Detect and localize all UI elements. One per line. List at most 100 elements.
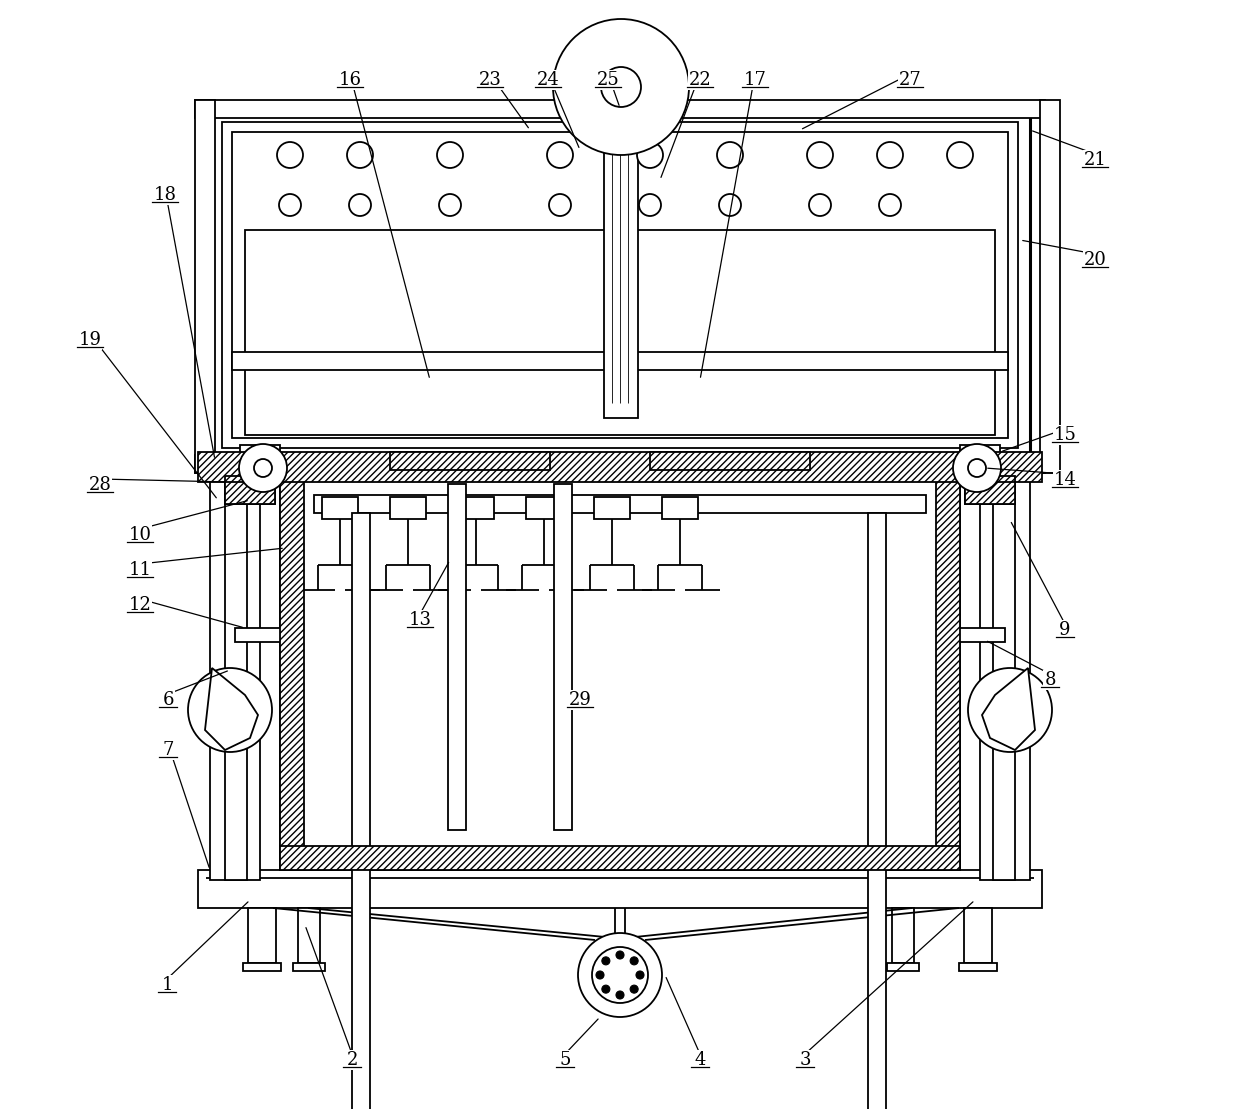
Circle shape: [601, 957, 610, 965]
Bar: [965, 482, 1016, 503]
Circle shape: [639, 194, 661, 216]
Circle shape: [719, 194, 742, 216]
Circle shape: [578, 933, 662, 1017]
Bar: [314, 495, 926, 513]
Bar: [662, 497, 698, 519]
Bar: [298, 908, 320, 963]
Bar: [224, 456, 247, 881]
Text: 1: 1: [161, 976, 172, 994]
Bar: [195, 100, 215, 474]
Polygon shape: [982, 668, 1035, 750]
Circle shape: [630, 985, 639, 994]
Circle shape: [436, 142, 463, 167]
Circle shape: [954, 444, 1001, 492]
Bar: [650, 452, 810, 470]
Circle shape: [439, 194, 461, 216]
Bar: [458, 497, 494, 519]
Bar: [980, 460, 1030, 881]
Circle shape: [601, 985, 610, 994]
Bar: [198, 452, 1042, 482]
Text: 27: 27: [899, 71, 921, 89]
Bar: [224, 476, 275, 503]
Text: 23: 23: [479, 71, 501, 89]
Text: 11: 11: [129, 561, 151, 579]
Circle shape: [636, 971, 644, 979]
Bar: [241, 445, 280, 457]
Bar: [391, 497, 427, 519]
Text: 13: 13: [408, 611, 432, 629]
Text: 20: 20: [1084, 251, 1106, 269]
Circle shape: [808, 194, 831, 216]
Text: 3: 3: [800, 1051, 811, 1069]
Bar: [243, 963, 281, 971]
Bar: [352, 513, 370, 1109]
Text: 5: 5: [559, 1051, 570, 1069]
Bar: [210, 110, 1030, 460]
Circle shape: [996, 696, 1024, 724]
Text: 6: 6: [162, 691, 174, 709]
Circle shape: [968, 459, 986, 477]
Circle shape: [216, 696, 244, 724]
Bar: [195, 455, 1045, 474]
Text: 21: 21: [1084, 151, 1106, 169]
Polygon shape: [205, 668, 258, 750]
Bar: [448, 484, 466, 830]
Bar: [892, 908, 914, 963]
Text: 29: 29: [569, 691, 591, 709]
Bar: [868, 513, 887, 1109]
Bar: [280, 846, 960, 869]
Bar: [960, 445, 999, 457]
Bar: [198, 869, 1042, 908]
Bar: [604, 108, 639, 418]
Circle shape: [348, 194, 371, 216]
Bar: [210, 460, 260, 881]
Bar: [965, 476, 1016, 503]
Circle shape: [877, 142, 903, 167]
Circle shape: [879, 194, 901, 216]
Circle shape: [254, 459, 272, 477]
Text: 22: 22: [688, 71, 712, 89]
Circle shape: [188, 668, 272, 752]
Circle shape: [591, 947, 649, 1003]
Bar: [554, 484, 572, 830]
Text: 2: 2: [346, 1051, 357, 1069]
Text: 14: 14: [1054, 471, 1076, 489]
Bar: [391, 452, 551, 470]
Circle shape: [547, 142, 573, 167]
Text: 19: 19: [78, 330, 102, 349]
Bar: [963, 908, 992, 963]
Circle shape: [347, 142, 373, 167]
Circle shape: [807, 142, 833, 167]
Bar: [322, 497, 358, 519]
Text: 7: 7: [162, 741, 174, 759]
Circle shape: [549, 194, 570, 216]
Circle shape: [616, 991, 624, 999]
Bar: [236, 628, 286, 642]
Circle shape: [553, 19, 689, 155]
Text: 15: 15: [1054, 426, 1076, 444]
Bar: [887, 963, 919, 971]
Bar: [222, 122, 1018, 448]
Circle shape: [947, 142, 973, 167]
Bar: [293, 963, 325, 971]
Bar: [232, 352, 1008, 370]
Text: 28: 28: [88, 476, 112, 494]
Bar: [280, 460, 304, 869]
Text: 17: 17: [744, 71, 766, 89]
Bar: [954, 628, 1004, 642]
Text: 8: 8: [1044, 671, 1055, 689]
Circle shape: [596, 971, 604, 979]
Bar: [1040, 100, 1060, 474]
Text: 24: 24: [537, 71, 559, 89]
Bar: [232, 132, 1008, 438]
Bar: [280, 460, 960, 869]
Bar: [959, 963, 997, 971]
Bar: [248, 908, 277, 963]
Bar: [936, 460, 960, 869]
Text: 16: 16: [339, 71, 362, 89]
Bar: [246, 230, 994, 435]
Bar: [526, 497, 562, 519]
Bar: [594, 497, 630, 519]
Circle shape: [968, 668, 1052, 752]
Bar: [195, 100, 1045, 118]
